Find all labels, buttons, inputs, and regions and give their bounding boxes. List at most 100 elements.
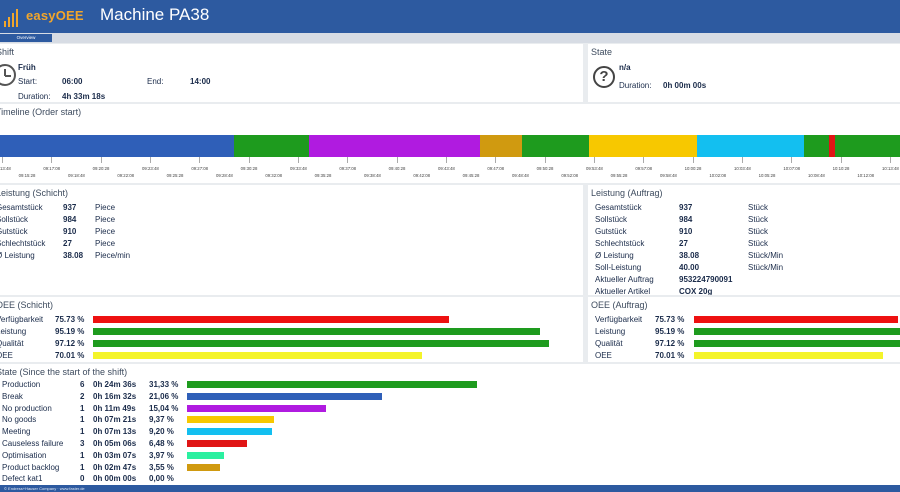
state-statistics-title: State (Since the start of the shift) [0,367,128,377]
performance-label: Schlechtstück [595,239,645,248]
timeline-tick-mark [840,157,842,163]
timeline-segment[interactable] [697,135,804,157]
performance-unit: Piece [95,215,116,224]
oee-label: OEE [595,351,612,360]
state-stat-percent: 31,33 % [149,380,179,389]
page-title: Machine PA38 [100,5,210,24]
state-stat-label: Product backlog [2,462,60,472]
timeline-tick-mark [890,157,891,163]
state-value: n/a [619,63,631,72]
timeline-segment[interactable] [803,135,829,157]
performance-shift-panel: Leistung (Schicht) Gesamtstück 937 Piece So… [0,185,583,295]
state-stat-count: 1 [80,450,85,460]
performance-label: Sollstück [0,215,29,224]
oee-shift-title: OEE (Schicht) [0,300,54,310]
state-stat-duration: 0h 07m 21s [93,415,137,425]
footer-text: © Endress+Hauser Company · www.faster.de [4,486,85,491]
timeline-tick-label: 09:55:28 [610,173,628,178]
state-stat-label: No goods [2,415,37,425]
logo-text: easyOEE [26,8,84,23]
timeline-segment[interactable] [835,135,900,157]
oee-bar [694,352,883,359]
performance-label: Sollstück [595,215,628,224]
state-stat-count: 1 [80,403,85,413]
state-stat-count: 1 [80,427,85,437]
performance-unit: Stück [748,227,769,236]
timeline-segment[interactable] [234,135,309,157]
timeline-tick-label: 10:07:08 [783,166,801,171]
oee-label: Leistung [0,327,27,336]
oee-bar [694,328,900,335]
state-stat-count: 1 [80,462,85,472]
timeline-segment[interactable] [0,135,234,157]
performance-unit: Piece [95,203,116,212]
clock-icon [0,64,16,86]
app-logo: easyOEE [4,4,94,28]
timeline-tick-mark [495,157,497,163]
state-duration-label: Duration: [619,81,652,90]
performance-order-panel: Leistung (Auftrag) Gesamtstück 937 Stück So… [588,185,900,295]
state-stat-duration: 0h 24m 36s [93,380,137,389]
oee-label: OEE [0,351,13,360]
oee-label: Verfügbarkeit [595,315,643,324]
state-stat-bar [187,416,274,424]
timeline-segment[interactable] [479,135,522,157]
state-stat-duration: 0h 03m 07s [93,450,137,460]
shift-end-value: 14:00 [190,77,211,86]
performance-value: 40.00 [679,263,700,272]
timeline-tick-label: 10:00:28 [684,166,702,171]
timeline-tick-mark [347,157,349,163]
state-stat-percent: 3,55 % [149,462,174,472]
state-stat-count: 6 [80,380,85,389]
timeline-segment[interactable] [589,135,698,157]
timeline-segment[interactable] [308,135,480,157]
timeline-tick-mark [51,157,53,163]
performance-label: Gesamtstück [0,203,43,212]
timeline-tick-mark [248,157,250,163]
timeline-tick-label: 09:40:28 [388,166,406,171]
timeline-segment[interactable] [521,135,590,157]
state-stat-count: 0 [80,474,85,484]
tab-overview[interactable]: Overview [0,34,52,42]
timeline-tick-label: 09:53:48 [586,166,603,171]
state-stat-label: Causeless failure [2,439,64,448]
oee-shift-panel: OEE (Schicht) Verfügbarkeit 75.73 % Leistu… [0,297,583,362]
performance-order-title: Leistung (Auftrag) [591,188,663,198]
state-stat-label: Optimisation [2,450,47,460]
performance-label: Aktueller Artikel [595,287,651,295]
timeline-panel: Timeline (Order start) 09:13:48 09:17:08 0… [0,104,900,183]
timeline-panel-title: Timeline (Order start) [0,107,82,117]
state-stat-bar [187,428,272,436]
state-statistics-panel: State (Since the start of the shift) Pro… [0,364,900,485]
state-stat-bar [187,392,382,400]
state-panel-title: State [591,47,613,57]
performance-label: Gutstück [0,227,28,236]
question-mark-icon: ? [593,66,615,88]
performance-label: Gesamtstück [595,203,642,212]
timeline-tick-label: 09:52:08 [561,173,579,178]
timeline-segment[interactable] [828,135,836,157]
oee-value: 95.19 % [55,327,85,336]
timeline-bar[interactable] [0,135,900,157]
timeline-tick-label: 10:05:28 [758,173,776,178]
state-stat-count: 1 [80,415,85,425]
state-stat-duration: 0h 05m 06s [93,439,137,448]
oee-label: Qualität [0,339,24,348]
state-stat-percent: 9,37 % [149,415,174,425]
oee-value: 97.12 % [55,339,85,348]
timeline-tick-label: 09:27:08 [191,166,209,171]
timeline-tick-label: 09:22:08 [117,173,135,178]
oee-label: Leistung [595,327,626,336]
timeline-tick-label: 09:50:28 [536,166,554,171]
state-panel: State ? n/a Duration: 0h 00m 00s [588,44,900,102]
tab-bar: Overview [0,33,900,43]
performance-value: 38.08 [679,251,700,260]
timeline-tick-label: 10:13:48 [882,166,899,171]
timeline-tick-label: 09:42:08 [413,173,431,178]
timeline-tick-label: 09:23:48 [142,166,159,171]
shift-duration-value: 4h 33m 18s [62,92,106,101]
state-stat-duration: 0h 02m 47s [93,462,137,472]
performance-value: 984 [63,215,77,224]
timeline-tick-label: 10:02:08 [709,173,727,178]
state-stat-label: Defect kat1 [2,474,43,484]
